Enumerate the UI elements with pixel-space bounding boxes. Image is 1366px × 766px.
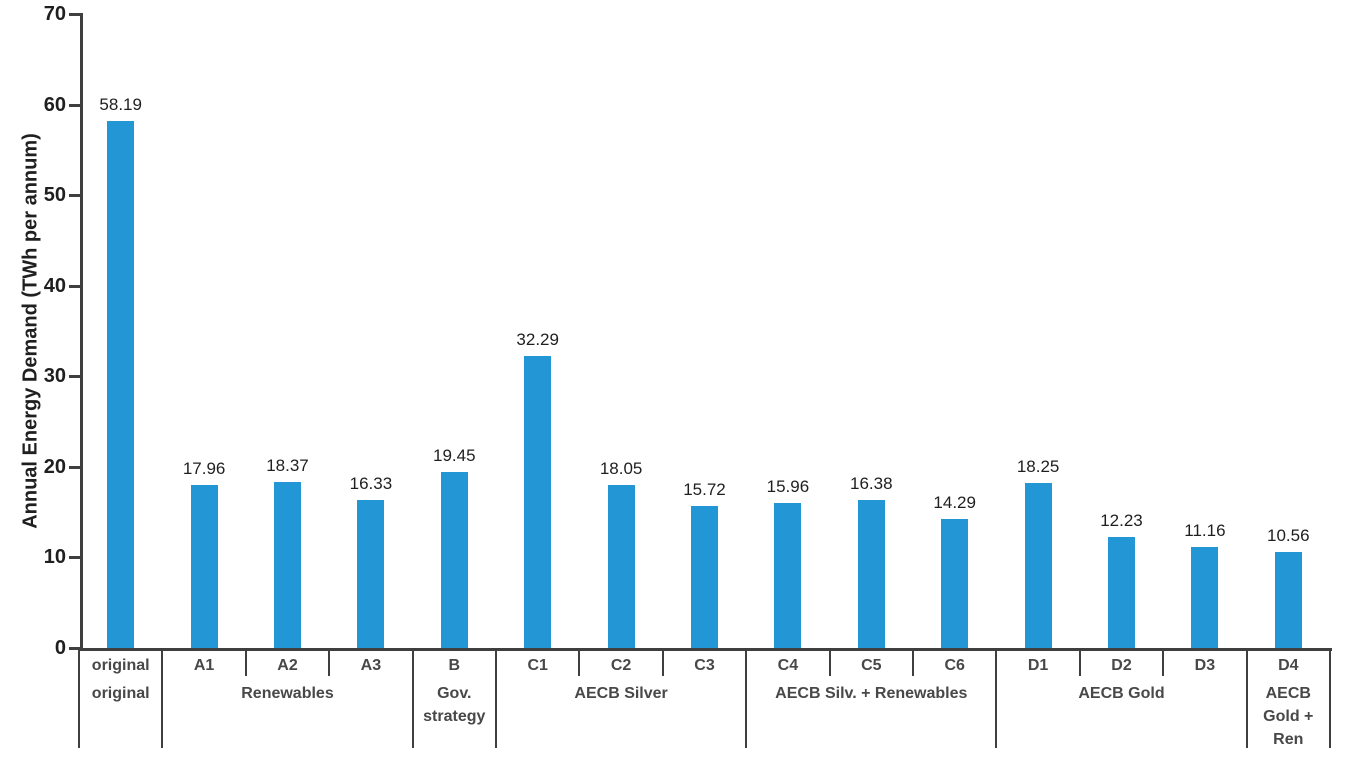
bar-D1	[1024, 482, 1052, 648]
y-tick-mark	[69, 375, 81, 379]
bar-A2	[274, 481, 301, 648]
y-tick-mark	[69, 103, 81, 107]
category-label: A2	[277, 657, 298, 674]
category-label: C5	[861, 657, 882, 674]
category-label: D3	[1194, 657, 1216, 674]
category-separator	[578, 648, 581, 676]
bar-D3	[1191, 546, 1219, 648]
category-group-label: original	[91, 685, 150, 702]
y-tick-mark	[69, 556, 81, 560]
bar-C5	[857, 499, 885, 648]
y-tick-label: 50	[43, 184, 66, 207]
category-group-separator	[495, 648, 497, 748]
bar-value-label: 17.96	[182, 459, 226, 479]
y-tick-label: 40	[43, 274, 66, 297]
bar-value-label: 18.25	[1016, 456, 1060, 476]
bar-value-label: 16.38	[850, 473, 893, 493]
y-tick-label: 70	[43, 3, 66, 25]
bar-A1	[190, 485, 218, 648]
bar-value-label: 32.29	[516, 329, 559, 349]
category-separator	[828, 648, 831, 676]
category-separator	[912, 648, 914, 676]
category-group-label: Gov. strategy	[423, 685, 486, 725]
y-tick-mark	[69, 465, 81, 469]
bar-C1	[524, 355, 552, 648]
category-label: C3	[694, 657, 715, 674]
category-label: A1	[193, 657, 215, 674]
x-axis-line	[79, 648, 1332, 651]
bar-D2	[1108, 537, 1135, 648]
category-label: original	[91, 657, 150, 674]
y-tick-label: 20	[43, 455, 66, 478]
bar-value-label: 16.33	[349, 474, 393, 494]
category-group-separator	[1245, 648, 1248, 748]
category-group-label: AECB Silver	[574, 685, 668, 702]
y-tick-mark	[69, 284, 81, 288]
bar-A3	[357, 500, 385, 648]
y-tick-mark	[69, 13, 81, 16]
category-label: C4	[777, 657, 799, 674]
y-tick-label: 10	[43, 546, 66, 569]
category-group-separator	[78, 648, 80, 748]
bar-C6	[941, 518, 969, 648]
category-label: C2	[610, 657, 632, 674]
y-tick-mark	[69, 647, 81, 650]
bar-value-label: 15.72	[683, 479, 726, 499]
category-group-label: Renewables	[241, 685, 334, 702]
category-label: D2	[1111, 657, 1132, 674]
category-group-separator	[995, 648, 998, 748]
bar-C2	[607, 484, 635, 648]
bar-value-label: 18.37	[266, 455, 309, 475]
bar-value-label: 10.56	[1267, 526, 1310, 546]
category-label: D4	[1278, 657, 1299, 674]
category-group-label: AECB Silv. + Renewables	[775, 685, 968, 702]
category-separator	[1078, 648, 1081, 676]
y-tick-mark	[69, 194, 81, 198]
category-separator	[661, 648, 664, 676]
category-separator	[244, 648, 247, 676]
bar-C4	[774, 503, 802, 648]
category-group-separator	[161, 648, 164, 748]
y-axis-line	[80, 13, 83, 651]
category-label: B	[448, 657, 461, 674]
y-tick-label: 0	[54, 637, 66, 659]
category-separator	[328, 648, 331, 676]
bar-C3	[691, 505, 718, 648]
bar-value-label: 14.29	[933, 492, 976, 512]
bar-value-label: 15.96	[766, 477, 810, 497]
category-label: D1	[1027, 657, 1049, 674]
bar-value-label: 12.23	[1100, 511, 1143, 531]
category-label: C1	[527, 657, 548, 674]
bar-value-label: 58.19	[99, 94, 142, 114]
bar-value-label: 11.16	[1184, 520, 1226, 540]
category-separator	[1162, 648, 1165, 676]
category-label: A3	[360, 657, 382, 674]
bar-D4	[1274, 552, 1302, 648]
category-group-separator	[1329, 648, 1331, 748]
category-group-separator	[411, 648, 414, 748]
category-label: C6	[944, 657, 965, 674]
bar-value-label: 19.45	[433, 445, 476, 465]
category-group-label: AECB Gold	[1078, 685, 1165, 702]
bar-original	[107, 120, 135, 648]
y-tick-label: 30	[43, 365, 66, 388]
category-group-label: AECB Gold + Ren	[1263, 685, 1314, 748]
bar-value-label: 18.05	[599, 458, 643, 478]
category-group-separator	[745, 648, 748, 748]
bar-B	[440, 471, 468, 648]
y-tick-label: 60	[43, 93, 66, 116]
